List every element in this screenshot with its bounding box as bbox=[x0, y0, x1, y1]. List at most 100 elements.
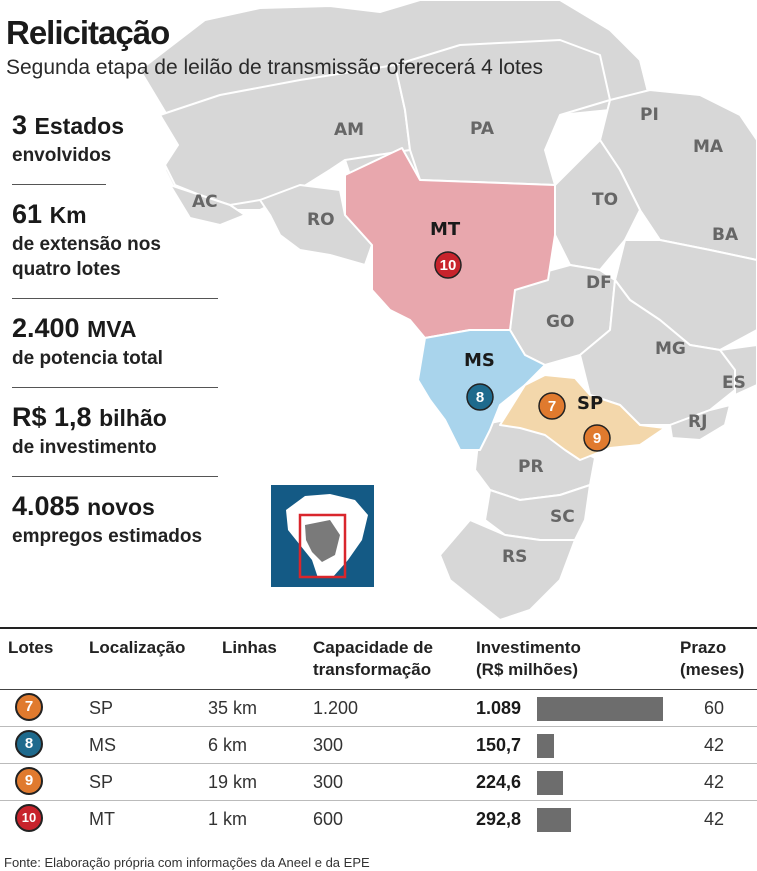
stat-description: de investimento bbox=[12, 437, 157, 458]
map-label-df: DF bbox=[586, 273, 612, 293]
table-row: 9 SP 19 km 300 224,6 42 bbox=[0, 763, 757, 800]
cell-investimento: 292,8 bbox=[476, 809, 522, 829]
map-label-rj: RJ bbox=[688, 412, 707, 432]
page-subtitle: Segunda etapa de leilão de transmissão o… bbox=[6, 56, 544, 79]
divider bbox=[12, 298, 218, 299]
header-prazo-line1: Prazo bbox=[680, 638, 727, 657]
map-label-mg: MG bbox=[655, 339, 686, 359]
stats-panel: 3 Estados envolvidos 61 Km de extensão n… bbox=[12, 108, 218, 559]
map-label-go: GO bbox=[546, 312, 574, 332]
stat-jobs: 4.085 novos empregos estimados bbox=[12, 489, 218, 559]
stat-unit: Estados bbox=[34, 113, 125, 139]
map-label-mt: MT bbox=[430, 219, 461, 240]
region-sc bbox=[484, 484, 591, 541]
table-row: 8 MS 6 km 300 150,7 42 bbox=[0, 726, 757, 763]
divider bbox=[12, 476, 218, 477]
stat-unit: novos bbox=[87, 494, 155, 520]
cell-localizacao: MT bbox=[89, 809, 115, 829]
cell-localizacao: SP bbox=[89, 698, 114, 718]
header-investimento-line1: Investimento bbox=[476, 638, 581, 657]
lot-badge: 7 bbox=[15, 693, 43, 721]
map-label-to: TO bbox=[592, 190, 618, 210]
inset-locator-map bbox=[271, 485, 374, 587]
stat-description: empregos estimados bbox=[12, 526, 203, 547]
header-capacidade-line2: transformação bbox=[313, 660, 432, 679]
divider bbox=[12, 387, 218, 388]
lot-badge: 10 bbox=[15, 804, 43, 832]
stat-description: de extensão nos bbox=[12, 234, 161, 255]
stat-unit: Km bbox=[49, 202, 87, 228]
header-linhas: Linhas bbox=[222, 638, 277, 657]
stat-investment: R$ 1,8 bilhão de investimento bbox=[12, 400, 218, 470]
region-rs bbox=[439, 519, 576, 621]
map-badge-7: 7 bbox=[538, 392, 566, 420]
header-capacidade: Capacidade de transformação bbox=[313, 637, 433, 681]
svg-text:7: 7 bbox=[548, 398, 556, 415]
stat-mva: 2.400 MVA de potencia total bbox=[12, 311, 218, 381]
investment-bar bbox=[537, 808, 571, 832]
map-label-ro: RO bbox=[307, 210, 335, 230]
stat-unit: bilhão bbox=[99, 405, 167, 431]
investment-bar bbox=[537, 771, 563, 795]
map-label-ba: BA bbox=[712, 225, 739, 245]
cell-localizacao: SP bbox=[89, 772, 114, 792]
table-row: 7 SP 35 km 1.200 1.089 60 bbox=[0, 689, 757, 726]
svg-text:9: 9 bbox=[593, 430, 601, 447]
header-investimento: Investimento (R$ milhões) bbox=[476, 637, 581, 681]
region-pa bbox=[394, 39, 611, 186]
cell-prazo: 42 bbox=[703, 809, 725, 829]
header-prazo-line2: (meses) bbox=[680, 660, 745, 679]
map-label-pi: PI bbox=[640, 105, 659, 125]
page-title: Relicitação bbox=[6, 14, 170, 51]
lot-badge: 9 bbox=[15, 767, 43, 795]
lot-badge: 8 bbox=[15, 730, 43, 758]
cell-prazo: 60 bbox=[703, 698, 725, 718]
header-lotes: Lotes bbox=[8, 638, 54, 657]
region-am bbox=[159, 64, 411, 206]
region-ac bbox=[169, 184, 246, 226]
brazil-map: AM PA AC RO PI MA TO BA DF GO MG ES RJ P… bbox=[139, 0, 757, 621]
map-label-pr: PR bbox=[518, 457, 544, 477]
map-badge-9: 9 bbox=[583, 424, 611, 452]
stat-value: 61 bbox=[12, 199, 43, 229]
stat-value: 4.085 bbox=[12, 491, 80, 521]
cell-investimento: 224,6 bbox=[476, 772, 522, 792]
table-row: 10 MT 1 km 600 292,8 42 bbox=[0, 800, 757, 837]
stat-states: 3 Estados envolvidos bbox=[12, 108, 218, 178]
map-badge-10: 10 bbox=[434, 251, 462, 279]
map-label-am: AM bbox=[334, 120, 364, 140]
svg-text:10: 10 bbox=[440, 257, 457, 274]
lots-table: Lotes Localização Linhas Capacidade de t… bbox=[0, 627, 757, 837]
stat-km: 61 Km de extensão nos quatro lotes bbox=[12, 197, 218, 292]
header-capacidade-line1: Capacidade de bbox=[313, 638, 433, 657]
cell-capacidade: 300 bbox=[313, 772, 344, 792]
map-label-rs: RS bbox=[502, 547, 527, 567]
cell-investimento: 1.089 bbox=[476, 698, 522, 718]
source-note: Fonte: Elaboração própria com informaçõe… bbox=[4, 855, 370, 870]
stat-value: 2.400 bbox=[12, 313, 80, 343]
stat-description: envolvidos bbox=[12, 145, 112, 166]
stat-value: 3 bbox=[12, 110, 28, 140]
cell-linhas: 35 km bbox=[208, 698, 258, 718]
stat-value: R$ 1,8 bbox=[12, 402, 92, 432]
header-investimento-line2: (R$ milhões) bbox=[476, 660, 579, 679]
cell-prazo: 42 bbox=[703, 772, 725, 792]
divider bbox=[12, 184, 106, 185]
map-label-sp: SP bbox=[577, 393, 603, 414]
map-label-es: ES bbox=[722, 373, 746, 393]
region-rj bbox=[669, 404, 731, 441]
map-label-ms: MS bbox=[464, 350, 495, 371]
region-ro bbox=[259, 184, 373, 266]
investment-bar bbox=[537, 697, 663, 721]
stat-description: quatro lotes bbox=[12, 259, 121, 280]
stat-description: de potencia total bbox=[12, 348, 163, 369]
map-label-pa: PA bbox=[470, 119, 495, 139]
investment-bar bbox=[537, 734, 554, 758]
header-prazo: Prazo (meses) bbox=[680, 637, 744, 681]
cell-linhas: 1 km bbox=[208, 809, 248, 829]
cell-capacidade: 1.200 bbox=[313, 698, 359, 718]
map-label-ac: AC bbox=[192, 192, 218, 212]
state-sp bbox=[499, 374, 666, 461]
cell-linhas: 6 km bbox=[208, 735, 248, 755]
svg-text:8: 8 bbox=[476, 389, 484, 406]
